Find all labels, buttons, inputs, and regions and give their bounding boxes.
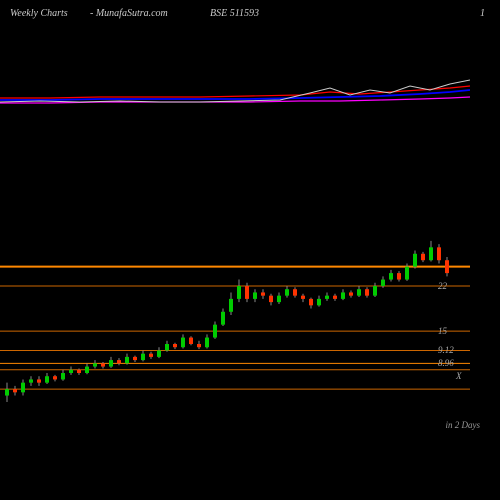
candle-body	[373, 286, 377, 296]
candle-body	[197, 344, 201, 347]
candle-body	[365, 289, 369, 295]
candle-body	[125, 357, 129, 363]
candle-body	[69, 370, 73, 373]
header-right-num: 1	[480, 8, 485, 19]
candle-body	[285, 289, 289, 295]
candle-body	[309, 299, 313, 305]
axis-label: 9.12	[438, 345, 468, 355]
candle-body	[165, 344, 169, 350]
candle-body	[53, 376, 57, 379]
candle-body	[245, 286, 249, 299]
candle-body	[357, 289, 361, 295]
candle-body	[213, 325, 217, 338]
candle-body	[413, 254, 417, 267]
candle-body	[85, 367, 89, 373]
candle-body	[29, 379, 33, 382]
candle-body	[189, 338, 193, 344]
candle-body	[181, 338, 185, 348]
candle-body	[133, 357, 137, 360]
candle-body	[429, 247, 433, 260]
candle-body	[93, 363, 97, 366]
footer-text: in 2 Days	[446, 420, 481, 430]
candle-body	[13, 389, 17, 392]
candle-body	[341, 292, 345, 298]
candle-body	[45, 376, 49, 382]
chart-header: Weekly Charts - MunafaSutra.com BSE 5115…	[0, 8, 500, 28]
candle-body	[205, 338, 209, 348]
candle-body	[437, 247, 441, 260]
candle-body	[269, 296, 273, 302]
candle-body	[229, 299, 233, 312]
candle-body	[237, 286, 241, 299]
site-name: - MunafaSutra.com	[90, 8, 168, 19]
axis-label: 15	[438, 326, 468, 336]
candle-body	[77, 370, 81, 373]
candle-body	[37, 379, 41, 382]
axis-label: 8.96	[438, 358, 468, 368]
candle-body	[333, 296, 337, 299]
lower-candle-chart: 22 15 9.12 8.96 X	[0, 170, 470, 460]
candle-body	[149, 354, 153, 357]
candle-body	[61, 373, 65, 379]
candle-body	[157, 350, 161, 356]
candle-body	[421, 254, 425, 260]
candle-body	[173, 344, 177, 347]
candle-body	[21, 383, 25, 393]
candle-body	[221, 312, 225, 325]
candle-body	[117, 360, 121, 363]
candle-body	[253, 292, 257, 298]
axis-label: 22	[438, 281, 468, 291]
axis-label: X	[438, 371, 468, 381]
candle-body	[5, 389, 9, 395]
lower-svg	[0, 170, 470, 460]
candle-body	[381, 280, 385, 286]
symbol-label: BSE 511593	[210, 8, 259, 19]
candle-body	[301, 296, 305, 299]
candle-body	[317, 299, 321, 305]
candle-body	[277, 296, 281, 302]
candle-body	[109, 360, 113, 366]
candle-body	[325, 296, 329, 299]
upper-svg	[0, 30, 470, 150]
upper-line-chart	[0, 30, 470, 150]
candle-body	[293, 289, 297, 295]
title-left: Weekly Charts	[10, 8, 68, 19]
indicator-line	[0, 86, 470, 98]
candle-body	[389, 273, 393, 279]
candle-body	[101, 363, 105, 366]
candle-body	[261, 292, 265, 295]
candle-body	[141, 354, 145, 360]
candle-body	[397, 273, 401, 279]
candle-body	[445, 260, 449, 273]
candle-body	[405, 267, 409, 280]
candle-body	[349, 292, 353, 295]
